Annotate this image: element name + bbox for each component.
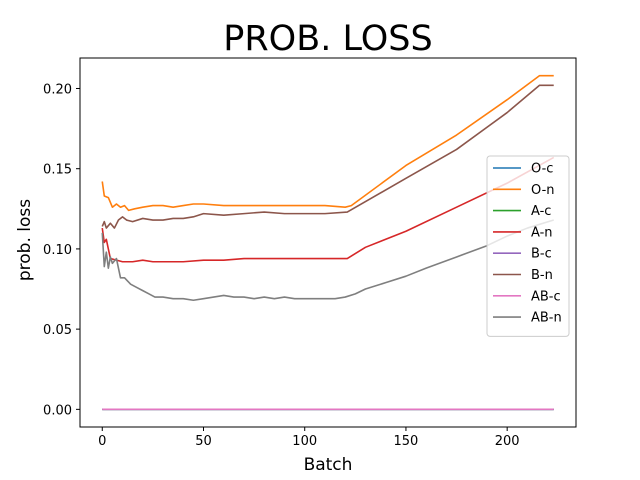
x-tick-label: 200 xyxy=(495,434,520,449)
y-tick-label: 0.00 xyxy=(43,403,72,418)
y-tick-label: 0.05 xyxy=(43,323,72,338)
legend-label: O-c xyxy=(531,162,553,177)
legend-label: O-n xyxy=(531,183,555,198)
x-tick-label: 50 xyxy=(195,434,212,449)
legend-label: A-n xyxy=(531,225,553,240)
x-tick-label: 100 xyxy=(292,434,317,449)
chart-title: PROB. LOSS xyxy=(223,19,432,59)
legend-label: AB-n xyxy=(531,311,562,326)
series-layer xyxy=(101,74,555,411)
legend-label: B-n xyxy=(531,268,553,283)
legend-label: B-c xyxy=(531,247,552,262)
y-tick-label: 0.20 xyxy=(43,82,72,97)
y-tick-label: 0.10 xyxy=(43,243,72,258)
y-axis-title: prob. loss xyxy=(15,199,35,281)
x-axis-title: Batch xyxy=(304,455,353,475)
series-line-o-n xyxy=(101,74,554,212)
legend-label: AB-c xyxy=(531,289,561,304)
x-tick-label: 0 xyxy=(98,434,106,449)
series-line-b-n xyxy=(101,84,554,229)
y-axis: 0.00 0.05 0.10 0.15 0.20 xyxy=(43,82,80,418)
series-line-ab-n xyxy=(101,219,554,302)
legend-box xyxy=(486,155,570,337)
y-tick-label: 0.15 xyxy=(43,163,72,178)
legend: O-c O-n A-c A-n B-c B-n AB-c AB-n xyxy=(486,155,570,337)
x-axis: 0 50 100 150 200 xyxy=(98,427,520,449)
plot-frame xyxy=(79,57,577,428)
legend-label: A-c xyxy=(531,204,551,219)
x-tick-label: 150 xyxy=(394,434,419,449)
